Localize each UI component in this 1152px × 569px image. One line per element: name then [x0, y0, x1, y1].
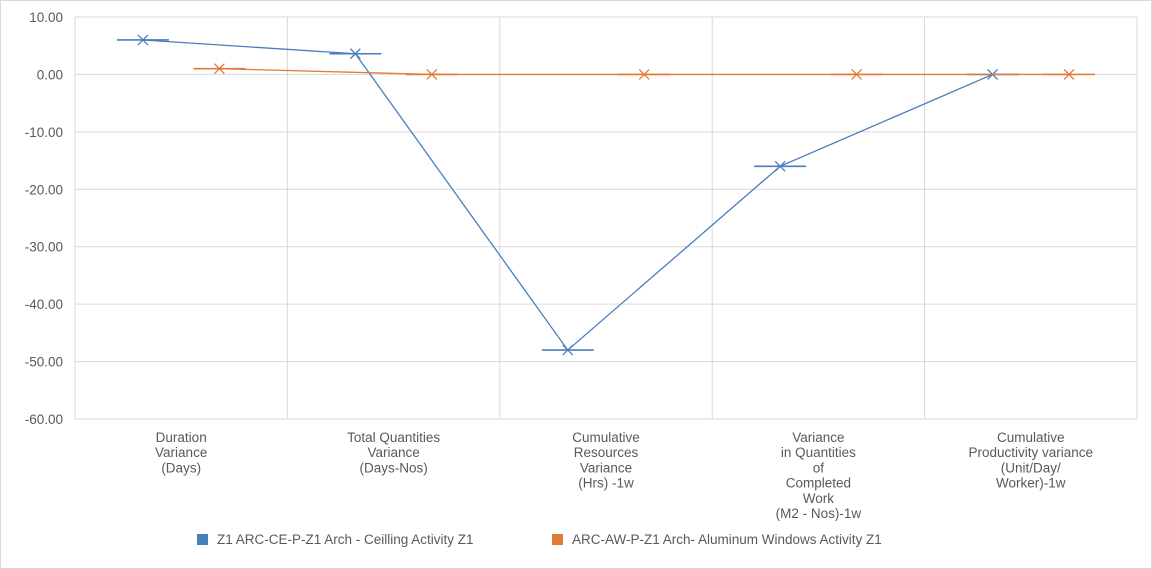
x-tick-label: Cumulative Productivity variance (Unit/Day… — [969, 430, 1094, 491]
legend-label: ARC-AW-P-Z1 Arch- Aluminum Windows Activ… — [572, 532, 882, 547]
y-tick-label: -50.00 — [25, 355, 63, 370]
y-axis: 10.00 0.00 -10.00 -20.00 -30.00 -40.00 -50.00 -… — [25, 10, 63, 427]
data-point — [329, 48, 382, 60]
data-point — [830, 68, 883, 80]
gridlines — [74, 16, 1138, 420]
x-tick-label: Duration Variance (Days) — [155, 430, 207, 475]
series-lines — [116, 34, 1096, 356]
data-point — [193, 63, 246, 75]
legend-item: Z1 ARC-CE-P-Z1 Arch - Ceilling Activity … — [197, 532, 474, 547]
data-point — [116, 34, 169, 46]
data-point — [405, 68, 458, 80]
data-point — [541, 344, 594, 356]
data-point — [754, 160, 807, 172]
series-line — [142, 39, 993, 352]
legend-label: Z1 ARC-CE-P-Z1 Arch - Ceilling Activity … — [217, 532, 474, 547]
legend-swatch — [552, 534, 563, 545]
y-tick-label: -60.00 — [25, 412, 63, 427]
x-axis: Duration Variance (Days) Total Quantities Va… — [155, 430, 1093, 521]
legend-item: ARC-AW-P-Z1 Arch- Aluminum Windows Activ… — [552, 532, 882, 547]
legend-swatch — [197, 534, 208, 545]
data-point — [618, 68, 671, 80]
data-point — [1043, 68, 1096, 80]
y-tick-label: -40.00 — [25, 297, 63, 312]
y-tick-label: -20.00 — [25, 182, 63, 197]
y-tick-label: -10.00 — [25, 125, 63, 140]
y-tick-label: -30.00 — [25, 240, 63, 255]
y-tick-label: 10.00 — [29, 10, 63, 25]
x-tick-label: Total Quantities Variance (Days-Nos) — [347, 430, 440, 475]
x-tick-label: Cumulative Resources Variance (Hrs) -1w — [572, 430, 640, 491]
x-tick-label: Variance in Quantities of Completed Work (M2 … — [776, 430, 862, 521]
legend: Z1 ARC-CE-P-Z1 Arch - Ceilling Activity … — [197, 532, 882, 547]
y-tick-label: 0.00 — [37, 67, 63, 82]
